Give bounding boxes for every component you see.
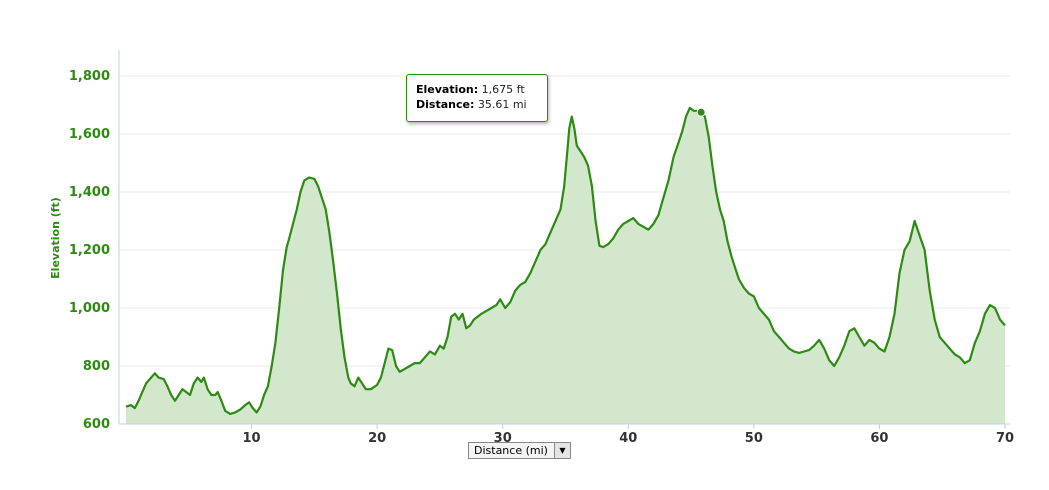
hover-marker [696, 107, 706, 117]
y-tick-label: 1,400 [69, 185, 110, 200]
x-tick-label: 70 [996, 431, 1014, 446]
elevation-line [125, 106, 1006, 415]
elevation-tooltip: Elevation: 1,675 ft Distance: 35.61 mi [406, 74, 548, 122]
y-tick-label: 1,600 [69, 127, 110, 142]
x-axis-unit-select-value: Distance (mi) [474, 444, 548, 457]
x-axis-unit-select[interactable]: Distance (mi) ▼ [468, 442, 571, 459]
tooltip-distance-value: 35.61 mi [477, 98, 527, 111]
x-tick-label: 20 [368, 431, 386, 446]
x-tick-label: 10 [243, 431, 261, 446]
elevation-area [126, 107, 1005, 425]
x-axis-ticks: 10 20 30 40 50 60 70 [243, 424, 1014, 446]
y-axis-title: Elevation (ft) [49, 197, 62, 279]
y-tick-label: 600 [83, 417, 110, 432]
tooltip-elevation-label: Elevation: [416, 83, 479, 96]
tooltip-elevation-value: 1,675 ft [481, 83, 525, 96]
chevron-down-icon[interactable]: ▼ [553, 443, 570, 458]
x-tick-label: 40 [619, 431, 637, 446]
y-tick-label: 1,000 [69, 301, 110, 316]
x-tick-label: 50 [745, 431, 763, 446]
y-tick-label: 1,800 [69, 69, 110, 84]
y-tick-label: 800 [83, 359, 110, 374]
y-axis-ticks: 600 800 1,000 1,200 1,400 1,600 1,800 [69, 69, 110, 432]
y-tick-label: 1,200 [69, 243, 110, 258]
tooltip-distance-label: Distance: [416, 98, 475, 111]
x-tick-label: 60 [870, 431, 888, 446]
